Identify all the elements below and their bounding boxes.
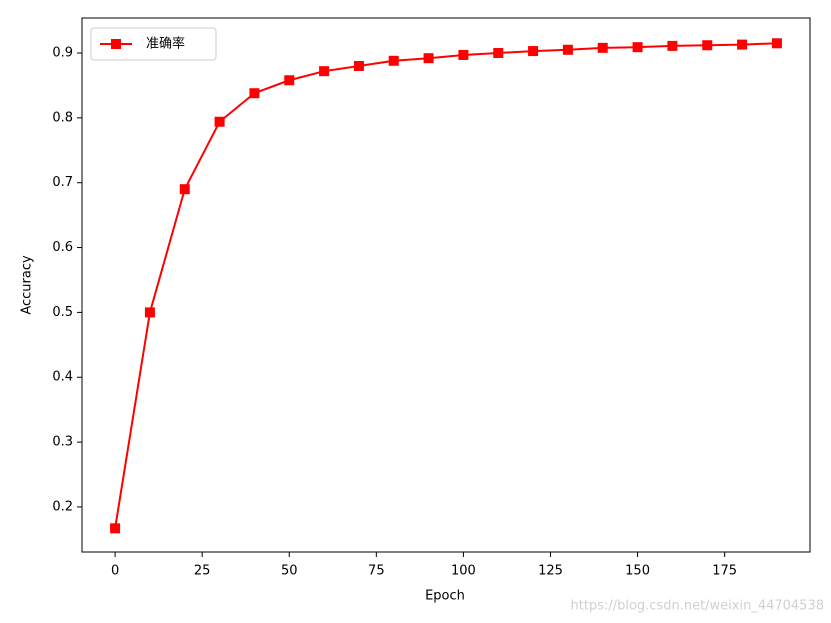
- marker: [284, 75, 295, 86]
- x-tick-label: 175: [712, 564, 737, 579]
- legend-label: 准确率: [146, 36, 185, 52]
- marker: [110, 523, 121, 534]
- marker: [632, 42, 643, 53]
- y-tick-label: 0.5: [52, 305, 73, 320]
- series-line: [114, 42, 777, 529]
- legend-marker: [111, 39, 121, 49]
- y-tick-label: 0.3: [52, 435, 73, 450]
- x-tick-label: 0: [111, 564, 119, 579]
- marker: [771, 38, 782, 49]
- y-tick-label: 0.6: [52, 240, 73, 255]
- marker: [353, 60, 364, 71]
- marker: [423, 53, 434, 64]
- marker: [319, 66, 330, 77]
- y-axis-label: Accuracy: [20, 255, 35, 315]
- y-tick-label: 0.9: [52, 46, 73, 61]
- x-tick-label: 150: [625, 564, 650, 579]
- x-axis-label: Epoch: [425, 589, 465, 604]
- marker: [458, 49, 469, 60]
- y-tick-label: 0.7: [52, 175, 73, 190]
- y-tick-label: 0.4: [52, 370, 73, 385]
- legend-box: [90, 27, 217, 61]
- x-tick-label: 125: [538, 564, 563, 579]
- y-tick-label: 0.2: [52, 499, 73, 514]
- marker: [179, 184, 190, 195]
- marker: [493, 48, 504, 59]
- x-tick-label: 100: [451, 564, 476, 579]
- marker: [667, 40, 678, 51]
- marker: [214, 116, 225, 127]
- marker: [562, 44, 573, 55]
- marker: [388, 55, 399, 66]
- plot-frame: [81, 17, 811, 553]
- watermark: https://blog.csdn.net/weixin_44704538: [570, 599, 824, 614]
- marker: [528, 46, 539, 57]
- marker: [737, 39, 748, 50]
- x-tick-label: 50: [281, 564, 298, 579]
- y-tick-label: 0.8: [52, 110, 73, 125]
- x-tick-label: 25: [194, 564, 211, 579]
- marker: [702, 40, 713, 51]
- marker: [144, 307, 155, 318]
- x-tick-label: 75: [368, 564, 385, 579]
- marker: [249, 88, 260, 99]
- marker: [597, 42, 608, 53]
